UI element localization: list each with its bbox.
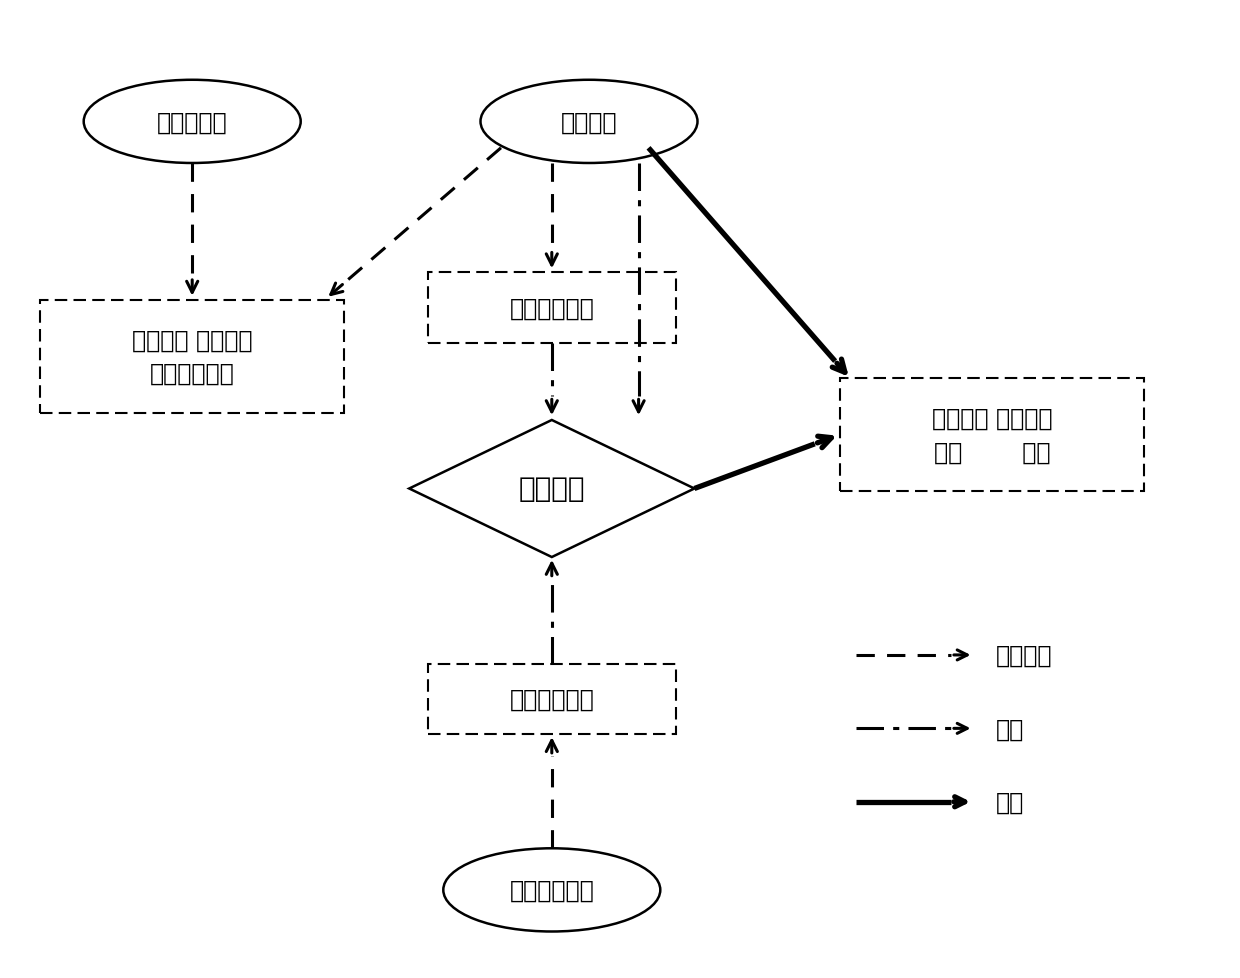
Text: 热网: 热网 xyxy=(996,790,1024,814)
Text: 热管: 热管 xyxy=(996,717,1024,740)
Text: 工业用热 民用取暖
设备        设备: 工业用热 民用取暖 设备 设备 xyxy=(931,407,1053,464)
Text: 储热装置: 储热装置 xyxy=(518,475,585,503)
Text: 电热转换装置: 电热转换装置 xyxy=(510,296,594,320)
Text: 燃气发电机: 燃气发电机 xyxy=(157,111,227,134)
Text: 电热转换装置: 电热转换装置 xyxy=(510,688,594,711)
Text: 风力发电装置: 风力发电装置 xyxy=(510,878,594,902)
Text: 供电网络: 供电网络 xyxy=(996,644,1053,667)
Text: 热电机组: 热电机组 xyxy=(560,111,618,134)
Text: 照明设施 家用电器
工业用电设备: 照明设施 家用电器 工业用电设备 xyxy=(131,329,253,385)
